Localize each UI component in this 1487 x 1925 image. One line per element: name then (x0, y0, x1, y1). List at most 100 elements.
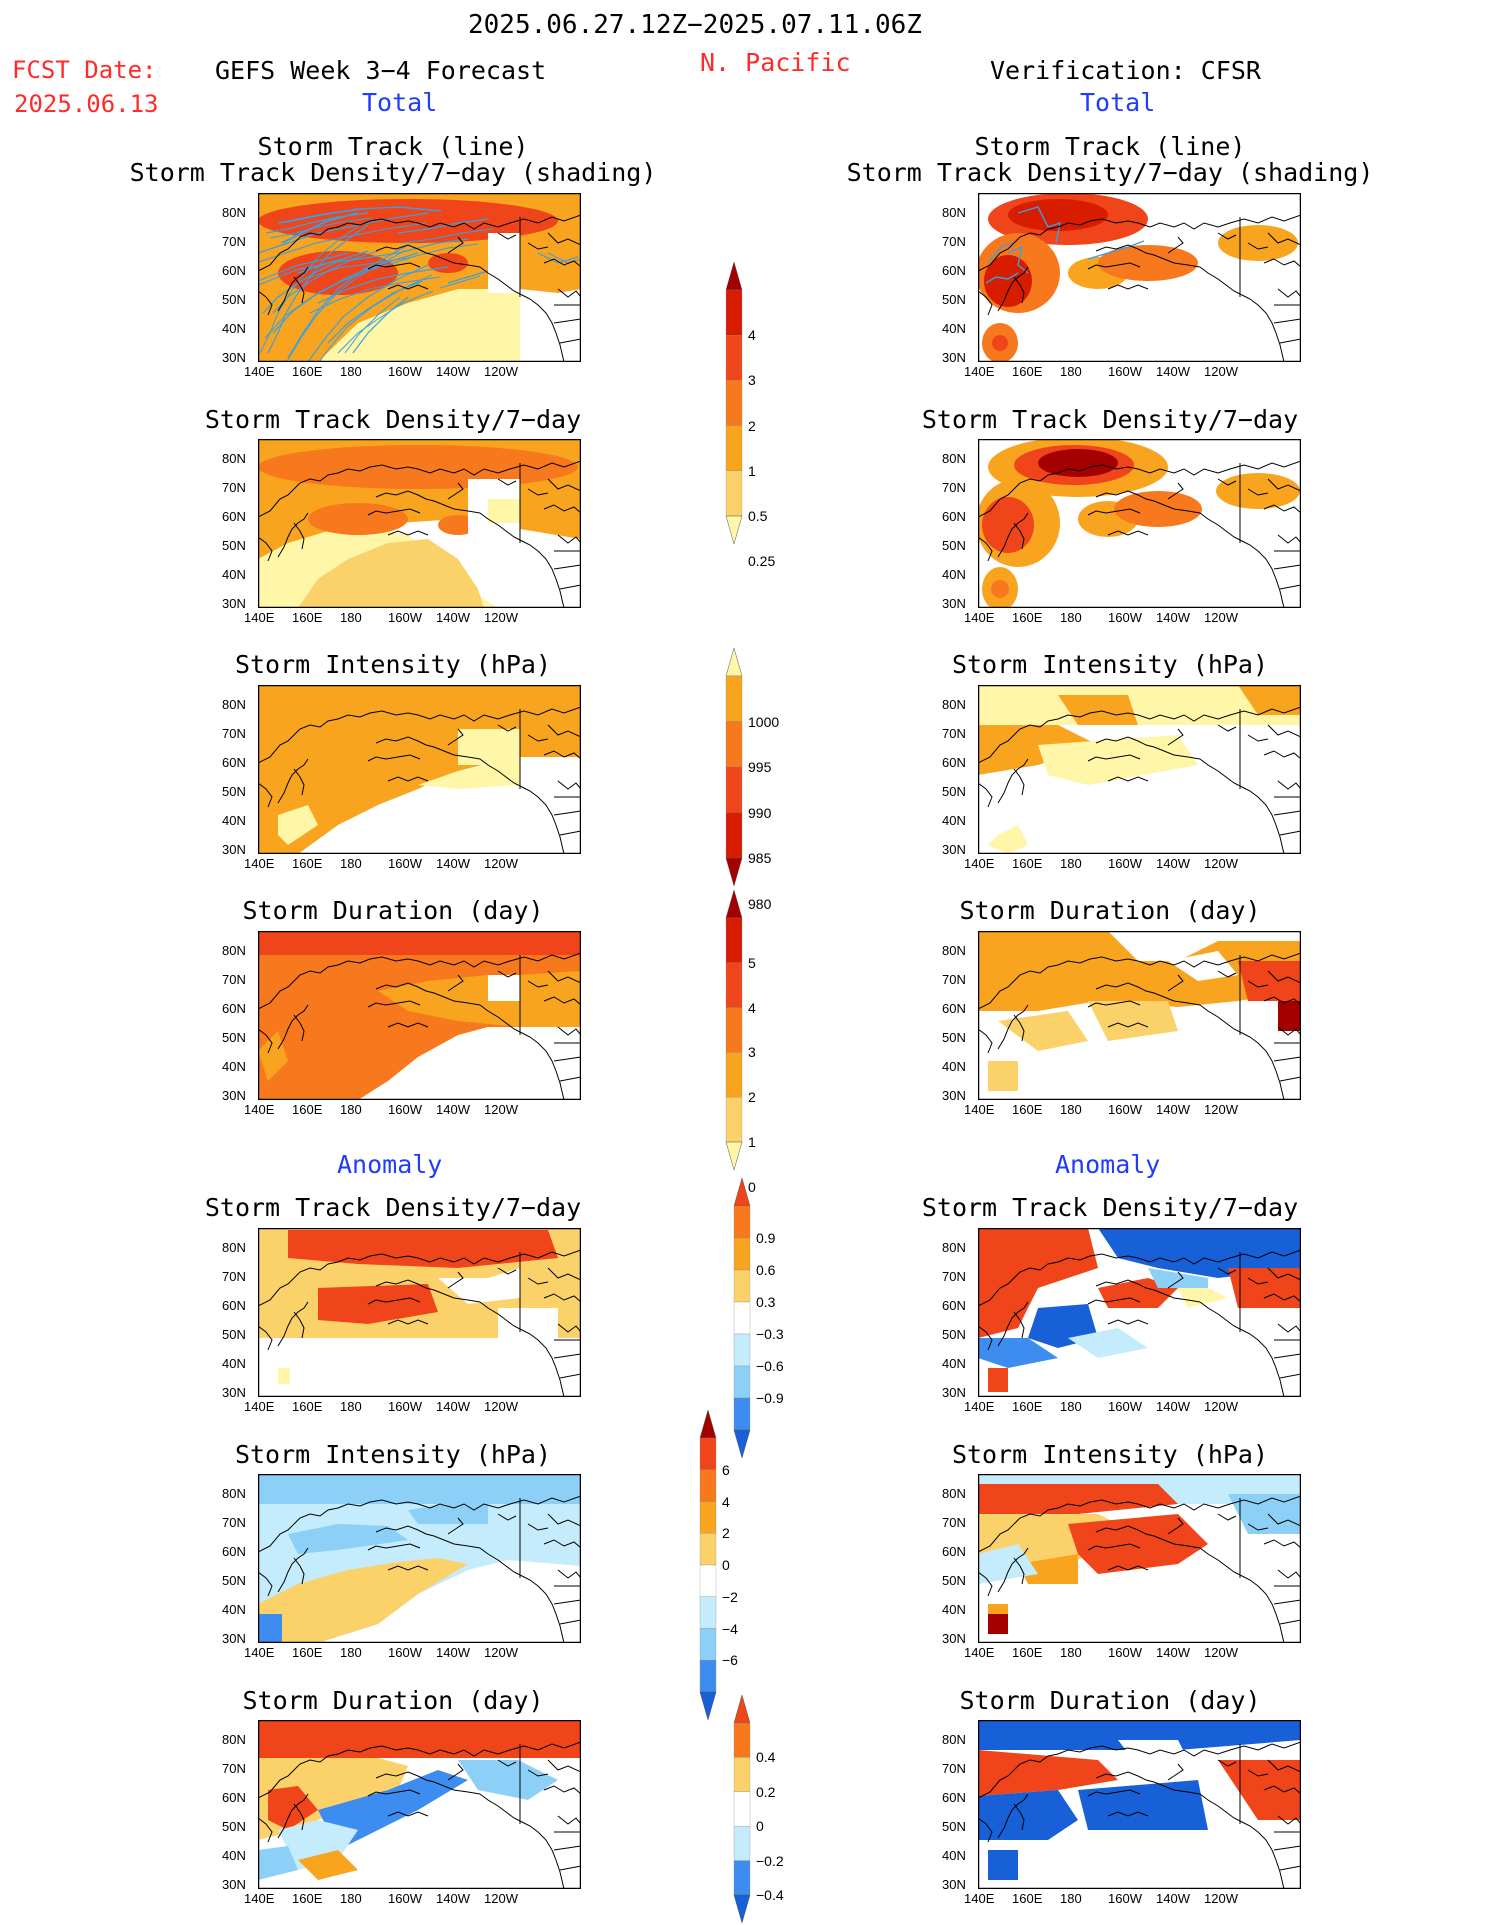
lon-tick-label: 120W (1204, 856, 1238, 871)
f-intensity-title: Storm Intensity (hPa) (234, 650, 552, 679)
v-track-map (978, 193, 1301, 362)
f-track-map (258, 193, 581, 362)
lon-tick-label: 180 (1060, 1399, 1082, 1414)
lon-tick-label: 140W (1156, 364, 1190, 379)
f-intensity-map (258, 685, 581, 854)
v-density-anom-title: Storm Track Density/7−day (921, 1193, 1299, 1222)
lat-tick-label: 40N (942, 1602, 966, 1617)
lat-tick-label: 40N (222, 1356, 246, 1371)
lon-tick-label: 160E (292, 1102, 323, 1117)
v-duration-anom-title: Storm Duration (day) (959, 1686, 1261, 1715)
lon-tick-label: 180 (1060, 1645, 1082, 1660)
forecast-total-label: Total (362, 88, 438, 117)
lon-tick-label: 140E (964, 364, 995, 379)
lon-tick-label: 140E (244, 1891, 275, 1906)
f-density-map (258, 439, 581, 608)
lon-tick-label: 160E (292, 1645, 323, 1660)
f-duration-map (258, 931, 581, 1100)
lon-tick-label: 140W (436, 1399, 470, 1414)
lat-tick-label: 30N (942, 1631, 966, 1646)
lat-tick-label: 80N (942, 451, 966, 466)
lat-tick-label: 70N (222, 1761, 246, 1776)
lon-tick-label: 160E (292, 1891, 323, 1906)
lon-tick-label: 180 (340, 1399, 362, 1414)
lat-tick-label: 50N (222, 538, 246, 553)
lat-tick-label: 50N (222, 292, 246, 307)
lat-tick-label: 60N (942, 1790, 966, 1805)
lon-tick-label: 140E (244, 1645, 275, 1660)
lat-tick-label: 50N (942, 1819, 966, 1834)
density-anomaly-colorbar: 0.9 0.6 0.3 −0.3 −0.6 −0.9 (730, 1178, 870, 1458)
lat-tick-label: 70N (942, 1269, 966, 1284)
colorbar-tick-label: 0.3 (756, 1294, 776, 1310)
lat-tick-label: 40N (222, 813, 246, 828)
f-duration-anom-title: Storm Duration (day) (242, 1686, 544, 1715)
lon-tick-label: 140E (964, 1102, 995, 1117)
colorbar-tick-label: 0.6 (756, 1262, 776, 1278)
lat-tick-label: 80N (942, 1486, 966, 1501)
f-density-anom-map (258, 1228, 581, 1397)
lon-tick-label: 120W (484, 856, 518, 871)
lon-tick-label: 160E (1012, 1102, 1043, 1117)
lon-tick-label: 180 (340, 1645, 362, 1660)
lat-tick-label: 40N (942, 813, 966, 828)
lon-tick-label: 140W (436, 1102, 470, 1117)
lat-tick-label: 50N (222, 784, 246, 799)
lon-tick-label: 160W (1108, 364, 1142, 379)
lon-tick-label: 140W (1156, 856, 1190, 871)
v-duration-anom-map (978, 1720, 1301, 1889)
fcst-date-value: 2025.06.13 (14, 90, 159, 118)
v-track-title-line1: Storm Track (line) (974, 132, 1246, 161)
v-intensity-anom-map (978, 1474, 1301, 1643)
v-density-title: Storm Track Density/7−day (921, 405, 1299, 434)
f-duration-title: Storm Duration (day) (242, 896, 544, 925)
lat-tick-label: 40N (942, 567, 966, 582)
lon-tick-label: 160E (1012, 610, 1043, 625)
lat-tick-label: 40N (222, 321, 246, 336)
lon-tick-label: 160E (1012, 1891, 1043, 1906)
region-title: N. Pacific (700, 48, 851, 77)
lat-tick-label: 70N (942, 972, 966, 987)
lat-tick-label: 70N (942, 1515, 966, 1530)
lon-tick-label: 160W (388, 1102, 422, 1117)
lat-tick-label: 30N (942, 596, 966, 611)
lon-tick-label: 160E (1012, 1645, 1043, 1660)
lat-tick-label: 30N (942, 1385, 966, 1400)
lat-tick-label: 30N (222, 1631, 246, 1646)
lon-tick-label: 160E (292, 364, 323, 379)
lon-tick-label: 140W (1156, 1645, 1190, 1660)
verification-column-title: Verification: CFSR (990, 56, 1261, 85)
lon-tick-label: 120W (484, 610, 518, 625)
lon-tick-label: 140W (1156, 1102, 1190, 1117)
lon-tick-label: 180 (1060, 610, 1082, 625)
colorbar-tick-label: −0.3 (756, 1326, 784, 1342)
lon-tick-label: 120W (1204, 1645, 1238, 1660)
colorbar-tick-label: 0 (756, 1818, 764, 1835)
f-intensity-anom-title: Storm Intensity (hPa) (234, 1440, 552, 1469)
duration-total-colorbar: 5 4 3 2 1 0 (722, 890, 862, 1195)
f-density-anom-title: Storm Track Density/7−day (204, 1193, 582, 1222)
lat-tick-label: 50N (222, 1819, 246, 1834)
lon-tick-label: 160E (292, 856, 323, 871)
duration-anomaly-colorbar: 0.4 0.2 0 −0.2 −0.4 (730, 1695, 870, 1923)
lat-tick-label: 60N (222, 509, 246, 524)
lon-tick-label: 160W (388, 1891, 422, 1906)
colorbar-tick-label: 2 (748, 1089, 756, 1106)
f-density-title: Storm Track Density/7−day (204, 405, 582, 434)
colorbar-tick-label: −0.2 (756, 1852, 784, 1869)
lon-tick-label: 140W (436, 856, 470, 871)
lat-tick-label: 50N (222, 1327, 246, 1342)
lon-tick-label: 160W (1108, 1399, 1142, 1414)
v-intensity-map (978, 685, 1301, 854)
lat-tick-label: 80N (222, 205, 246, 220)
lon-tick-label: 180 (1060, 1891, 1082, 1906)
colorbar-tick-label: 4 (748, 327, 756, 344)
lon-tick-label: 120W (1204, 1102, 1238, 1117)
f-track-title-line1: Storm Track (line) (257, 132, 529, 161)
v-duration-map (978, 931, 1301, 1100)
lat-tick-label: 60N (942, 1298, 966, 1313)
lon-tick-label: 160W (388, 610, 422, 625)
colorbar-tick-label: 1 (748, 1134, 756, 1150)
colorbar-tick-label: −2 (722, 1588, 738, 1605)
lat-tick-label: 30N (222, 1877, 246, 1892)
